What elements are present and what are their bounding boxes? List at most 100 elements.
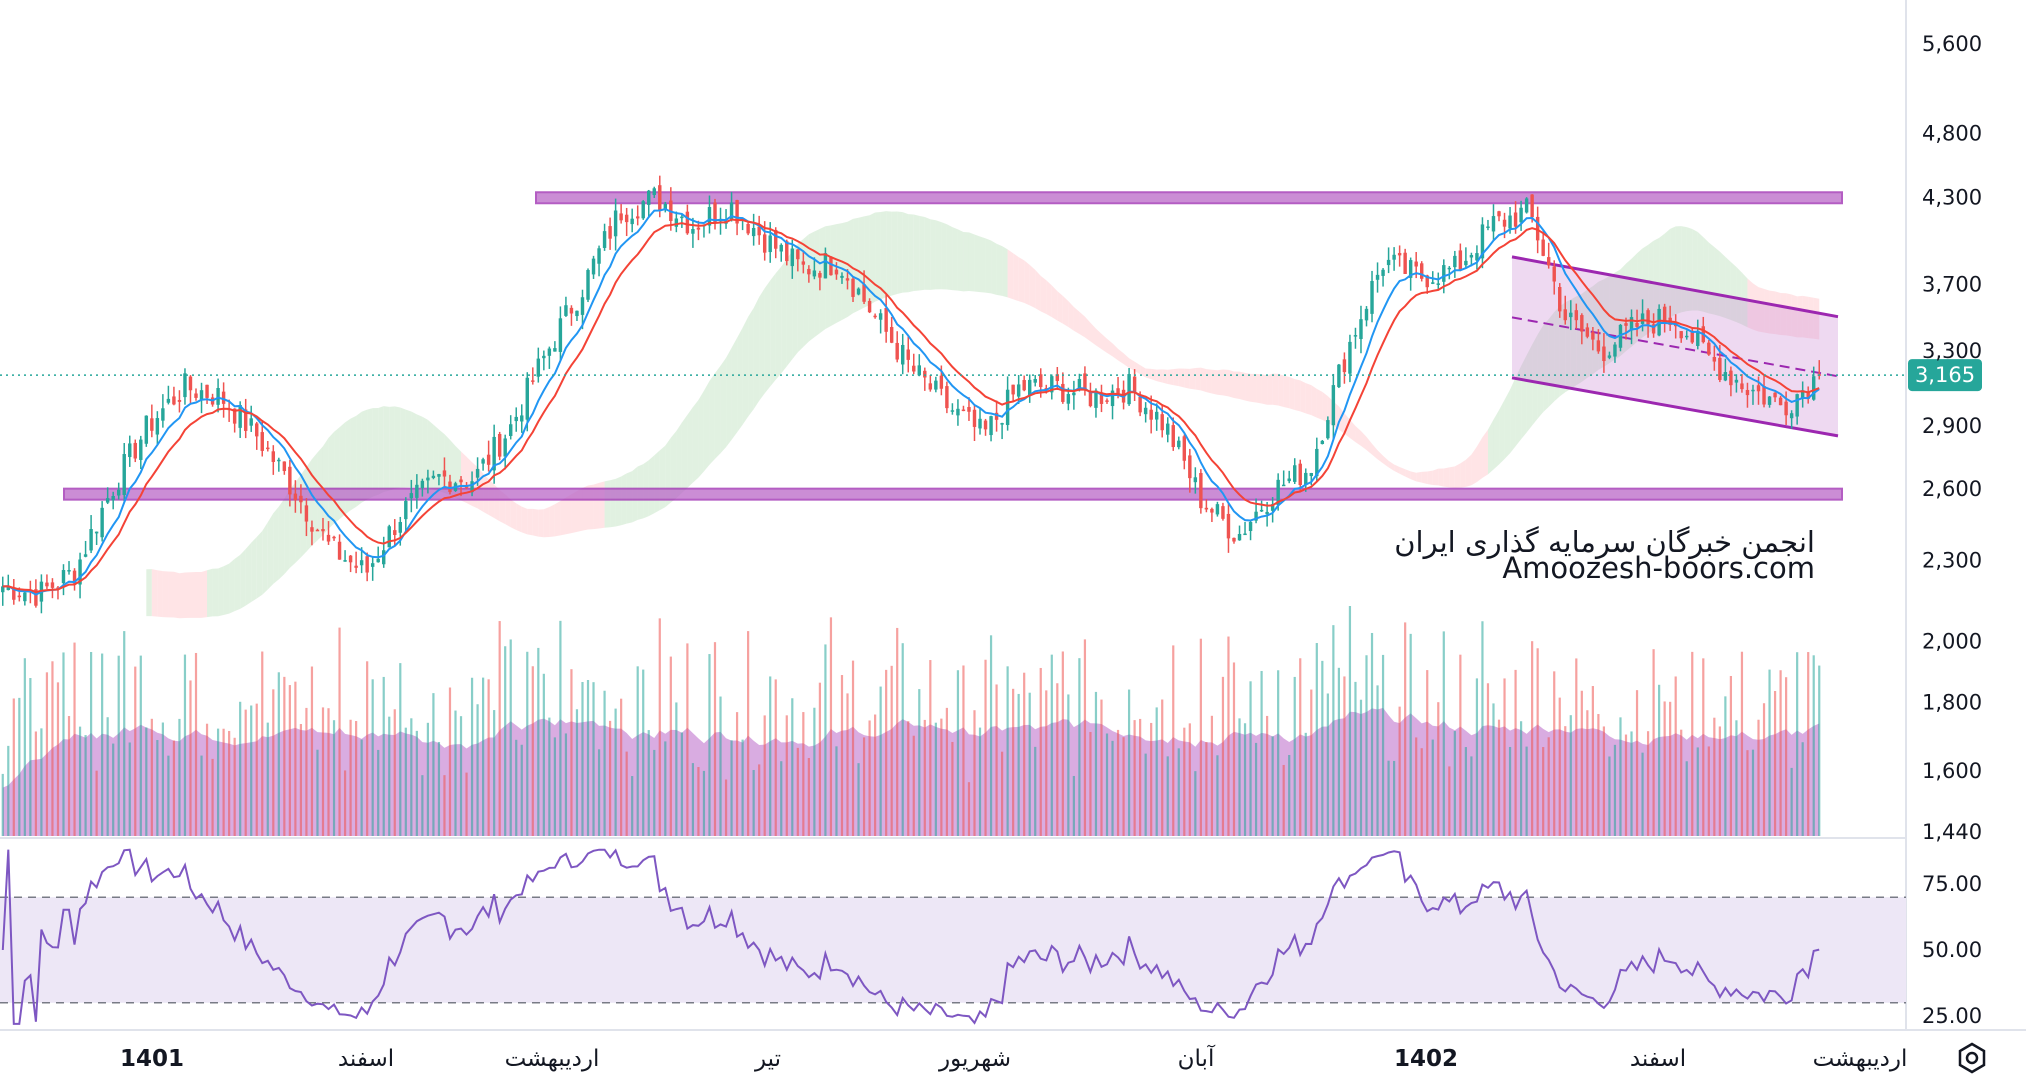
candle-body (1784, 401, 1788, 416)
candle-body (1408, 260, 1413, 278)
cloud-segment (952, 227, 958, 291)
cloud-segment (886, 211, 892, 298)
volume-bar (1155, 707, 1158, 836)
candle-body (829, 256, 833, 276)
cloud-segment (1499, 399, 1505, 465)
settings-hexagon-icon[interactable] (1958, 1042, 1986, 1074)
volume-bar (1437, 702, 1440, 836)
candle-body (155, 418, 160, 435)
candle-body (1596, 340, 1601, 352)
candle-body (172, 396, 176, 405)
volume-bar (1365, 655, 1368, 836)
volume-bar (1431, 739, 1434, 836)
cloud-segment (1703, 237, 1709, 314)
candle-body (1221, 506, 1225, 519)
rsi-indicator (0, 848, 1906, 1025)
cloud-segment (262, 522, 268, 595)
candle-body (1298, 463, 1302, 486)
volume-bar (277, 672, 280, 836)
volume-bar (101, 653, 104, 836)
volume-bar (653, 749, 656, 836)
cloud-segment (737, 327, 743, 433)
time-tick-label: 1401 (120, 1046, 184, 1072)
candle-body (1475, 253, 1479, 261)
candle-body (1287, 478, 1291, 482)
cloud-segment (980, 236, 986, 293)
candle-body (56, 587, 60, 589)
cloud-segment (273, 506, 279, 584)
candle-body (873, 315, 877, 318)
cloud-segment (604, 480, 611, 528)
volume-bar (1000, 751, 1004, 836)
volume-bar (211, 758, 214, 836)
volume-bar (23, 658, 26, 836)
ema-slow-line (2, 218, 1820, 594)
cloud-segment (985, 238, 992, 294)
cloud-segment (1349, 419, 1356, 443)
cloud-segment (1487, 419, 1494, 475)
cloud-segment (560, 497, 566, 536)
cloud-segment (527, 508, 533, 536)
cloud-segment (1024, 260, 1030, 306)
candle-body (917, 365, 921, 376)
cloud-segment (946, 224, 953, 291)
cloud-segment (1073, 307, 1080, 334)
volume-bar (448, 687, 452, 836)
volume-bar (1232, 662, 1236, 836)
cloud-segment (1002, 246, 1008, 298)
candle-body (1027, 379, 1032, 396)
cloud-segment (1543, 319, 1549, 413)
cloud-segment (157, 570, 163, 618)
volume-bar (1398, 706, 1401, 836)
volume-bar (1519, 721, 1523, 836)
candle-body (1039, 374, 1043, 388)
volume-bar (896, 627, 899, 836)
volume-bar (1669, 701, 1672, 836)
cloud-segment (974, 234, 981, 293)
cloud-segment (1405, 469, 1411, 480)
cloud-segment (919, 215, 925, 291)
volume-bar (338, 627, 341, 836)
volume-bar (1376, 685, 1379, 836)
price-axis: 5,600 4,800 4,300 3,700 3,300 2,900 2,600 2,300… (1922, 32, 1982, 844)
cloud-segment (941, 222, 947, 290)
volume-bar (377, 749, 380, 836)
cloud-segment (610, 478, 616, 528)
rsi-band-fill (0, 897, 1906, 1003)
volume-bar (18, 697, 21, 836)
volume-bar (1034, 746, 1037, 836)
volume-bar (1630, 731, 1633, 836)
candle-body (1149, 409, 1153, 420)
cloud-segment (1256, 373, 1262, 404)
candle-body (1707, 342, 1711, 355)
volume-bar (791, 698, 794, 836)
candle-body (1259, 509, 1264, 512)
volume-bar (421, 775, 424, 836)
volume-bar (371, 679, 374, 836)
volume-bar (89, 651, 93, 836)
volume-bar (1249, 681, 1252, 836)
candle-body (365, 556, 369, 573)
cloud-segment (1581, 289, 1588, 382)
cloud-segment (770, 273, 776, 387)
candle-body (1188, 455, 1192, 479)
candle-body (647, 190, 651, 205)
candle-body (1530, 194, 1534, 218)
volume-bar (437, 741, 441, 836)
candle-body (288, 466, 292, 495)
volume-bar (1111, 740, 1114, 836)
cloud-segment (1603, 276, 1610, 367)
volume-bar (1078, 658, 1081, 836)
volume-bar (1221, 676, 1225, 836)
volume-bar (664, 741, 667, 836)
volume-bar (1409, 633, 1412, 836)
volume-bar (951, 741, 954, 836)
volume-bar (200, 755, 203, 836)
candle-body (1442, 265, 1446, 282)
candle-body (67, 570, 71, 572)
candle-body (503, 438, 507, 457)
volume-bar (12, 698, 15, 836)
candle-body (34, 589, 38, 606)
candle-body (1607, 355, 1612, 358)
